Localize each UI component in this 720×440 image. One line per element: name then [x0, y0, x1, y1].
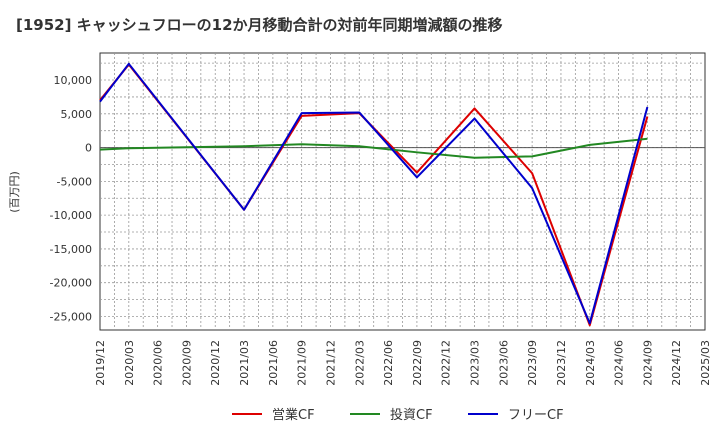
x-tick-label: 2020/03 [123, 340, 136, 386]
y-tick-label: 0 [85, 142, 92, 155]
y-tick-label: -5,000 [57, 175, 92, 188]
x-tick-label: 2022/12 [440, 340, 453, 386]
plot-area [99, 52, 706, 331]
x-tick-label: 2020/06 [152, 340, 165, 386]
x-tick-label: 2024/06 [613, 340, 626, 386]
x-tick-label: 2022/06 [382, 340, 395, 386]
series-line-フリーCF [99, 62, 649, 325]
x-tick-label: 2021/03 [238, 340, 251, 386]
x-tick-label: 2025/03 [699, 340, 712, 386]
x-tick-label: 2024/12 [670, 340, 683, 386]
x-tick-label: 2020/09 [180, 340, 193, 386]
y-tick-labels: 10,000 5,000 0 -5,000 -10,000 -15,000 -20,000 -… [50, 74, 92, 323]
x-tick-label: 2023/12 [555, 340, 568, 386]
legend-label-投資CF: 投資CF [390, 407, 433, 423]
y-tick-label: -10,000 [50, 209, 92, 222]
x-tick-label: 2021/06 [267, 340, 280, 386]
x-tick-label: 2021/12 [324, 340, 337, 386]
y-tick-label: -15,000 [50, 243, 92, 256]
x-tick-labels: 2019/12 2020/03 2020/06 2020/09 2020/12 2021/… [94, 340, 712, 386]
chart-title: [1952] キャッシュフローの12か月移動合計の対前年同期増減額の推移 [16, 16, 503, 34]
legend-label-営業CF: 営業CF [272, 407, 315, 423]
x-tick-label: 2019/12 [94, 340, 107, 386]
y-tick-label: 5,000 [61, 108, 93, 121]
x-tick-label: 2023/06 [497, 340, 510, 386]
y-tick-label: 10,000 [54, 74, 93, 87]
series-line-投資CF [99, 137, 648, 159]
x-tick-label: 2022/09 [411, 340, 424, 386]
y-tick-label: -20,000 [50, 277, 92, 290]
x-tick-label: 2021/09 [296, 340, 309, 386]
x-tick-label: 2020/12 [209, 340, 222, 386]
y-tick-label: -25,000 [50, 310, 92, 323]
legend-label-フリーCF: フリーCF [508, 408, 564, 423]
legend: 営業CF 投資CF フリーCF [232, 407, 564, 423]
x-tick-label: 2022/03 [353, 340, 366, 386]
y-axis-label: (百万円) [8, 171, 21, 213]
series-lines [99, 62, 649, 327]
x-tick-label: 2023/09 [526, 340, 539, 386]
x-tick-label: 2024/03 [584, 340, 597, 386]
x-tick-label: 2023/03 [469, 340, 482, 386]
x-tick-label: 2024/09 [641, 340, 654, 386]
